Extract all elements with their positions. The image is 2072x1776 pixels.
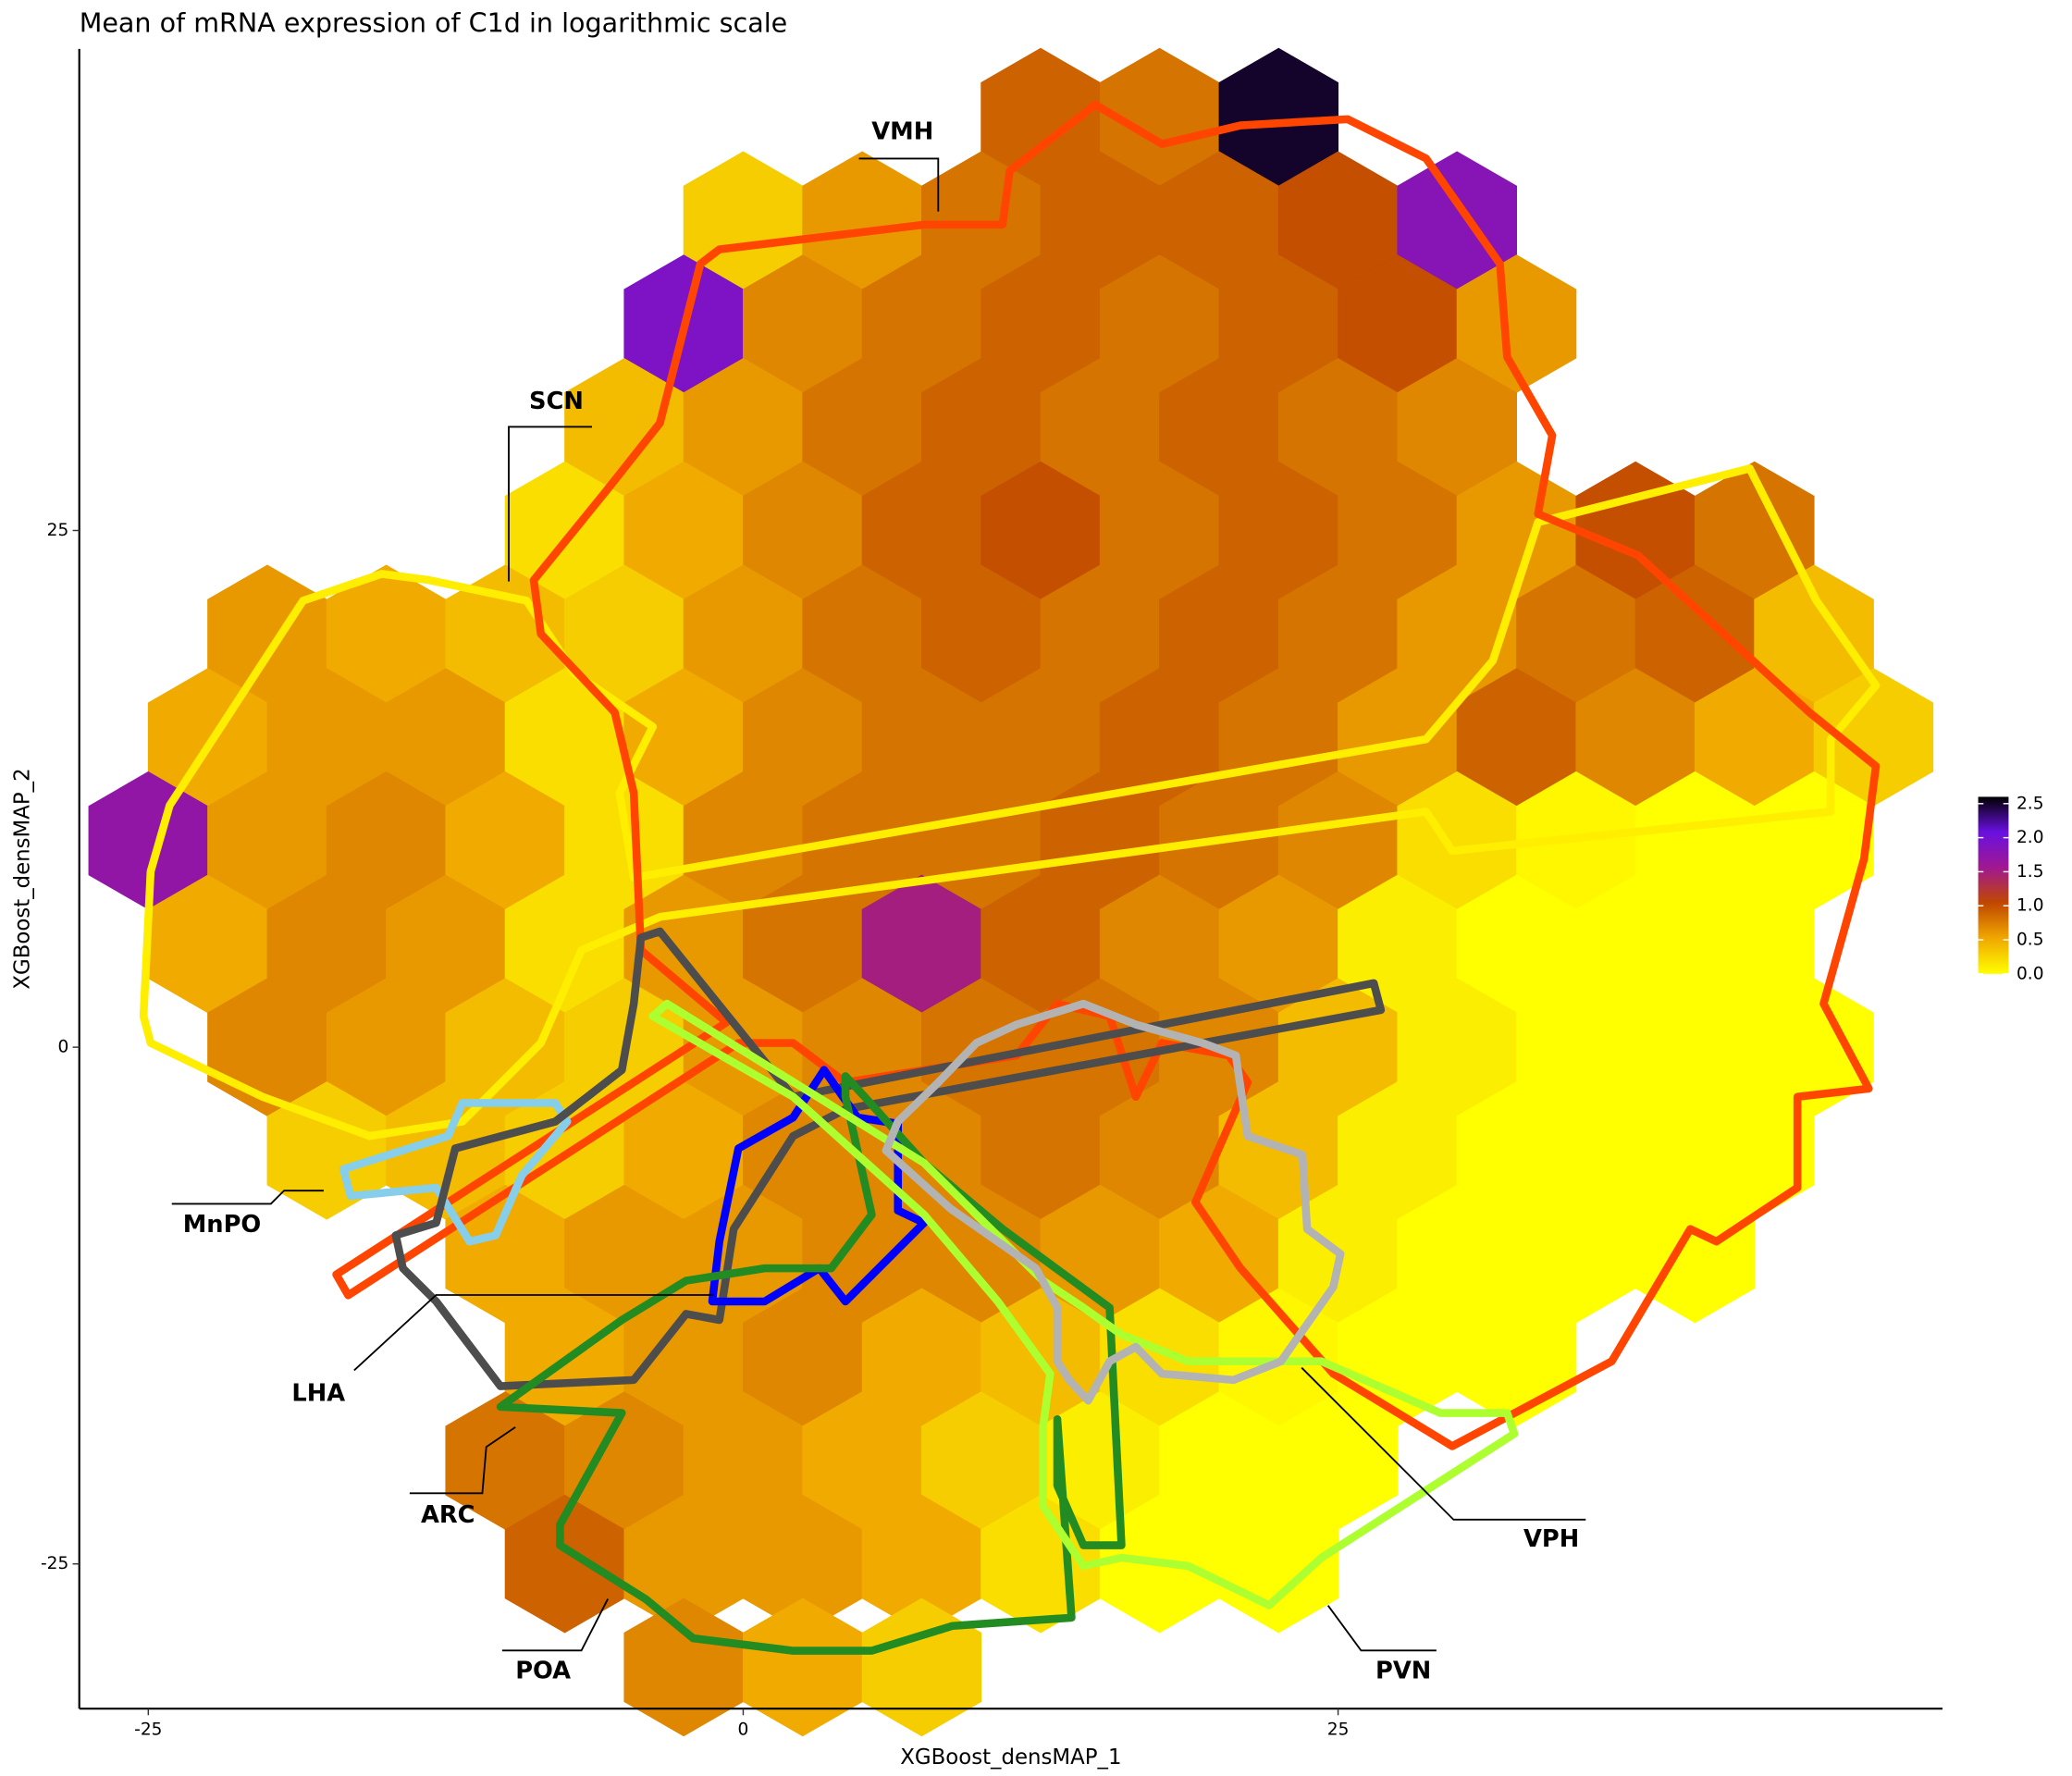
colorbar-tick-label: 1.5 xyxy=(2016,862,2044,882)
y-tick-label: -25 xyxy=(41,1554,68,1573)
colorbar xyxy=(1978,796,2009,974)
region-label: LHA xyxy=(291,1380,345,1408)
leader-line xyxy=(171,1190,324,1205)
region-label: SCN xyxy=(529,388,584,415)
leader-line xyxy=(353,1294,714,1372)
leader-line xyxy=(409,1426,516,1495)
colorbar-tick-label: 2.0 xyxy=(2016,828,2044,847)
x-axis-title: XGBoost_densMAP_1 xyxy=(900,1745,1121,1770)
hexbins xyxy=(88,47,1934,1737)
chart-title: Mean of mRNA expression of C1d in logari… xyxy=(80,6,788,38)
hexbin xyxy=(743,1597,863,1737)
leader-line xyxy=(1301,1366,1586,1521)
leader-line xyxy=(1326,1605,1437,1652)
region-label: POA xyxy=(515,1658,571,1685)
region-outline xyxy=(648,999,1519,1610)
region-label: PVN xyxy=(1375,1658,1431,1685)
region-label: ARC xyxy=(421,1501,475,1529)
x-tick-label: -25 xyxy=(134,1720,162,1740)
x-tick-label: 25 xyxy=(1327,1720,1350,1740)
y-tick-label: 25 xyxy=(47,521,69,540)
region-outline xyxy=(339,1099,572,1246)
y-tick-label: 0 xyxy=(57,1038,68,1057)
region-outline xyxy=(391,927,1386,1390)
leader-line xyxy=(508,426,592,582)
x-tick-label: 0 xyxy=(738,1720,749,1740)
leader-line xyxy=(501,1598,609,1652)
region-label: VMH xyxy=(871,117,933,145)
region-outline xyxy=(882,999,1345,1405)
hexbin xyxy=(623,1597,744,1737)
hexbin xyxy=(1456,1288,1577,1427)
leader-line xyxy=(858,157,940,212)
y-axis-title: XGBoost_densMAP_2 xyxy=(10,768,34,989)
colorbar-tick-label: 2.5 xyxy=(2016,794,2044,813)
colorbar-tick-label: 0.0 xyxy=(2016,964,2044,983)
colorbar-tick-label: 1.0 xyxy=(2016,896,2044,916)
hexbin xyxy=(861,1597,982,1737)
region-outline xyxy=(139,464,1881,1141)
region-outline xyxy=(496,1072,1126,1655)
colorbar-tick-label: 0.5 xyxy=(2016,931,2044,950)
region-label: VPH xyxy=(1523,1525,1579,1553)
region-label: MnPO xyxy=(183,1211,262,1239)
